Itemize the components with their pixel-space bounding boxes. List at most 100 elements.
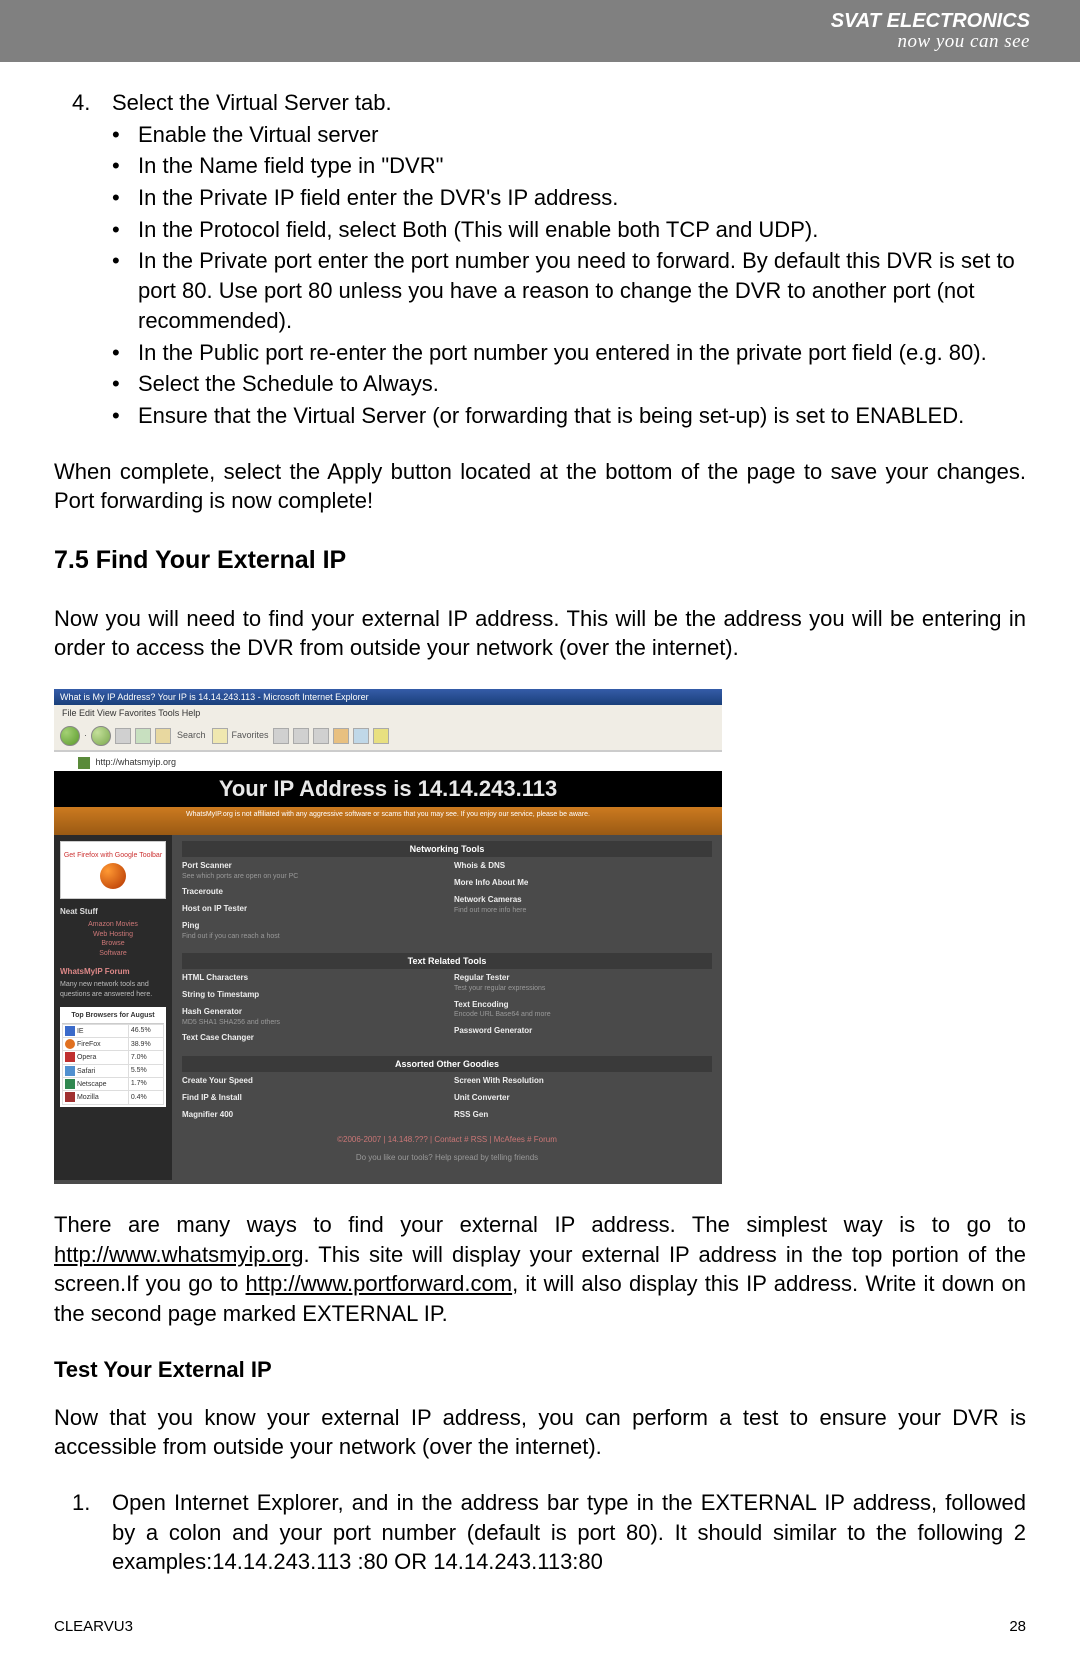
test-paragraph: Now that you know your external IP addre…: [54, 1403, 1026, 1462]
browser-stats-box: Top Browsers for August IE46.5% FireFox3…: [60, 1007, 166, 1106]
ip-banner: Your IP Address is 14.14.243.113: [54, 771, 722, 807]
firefox-promo: Get Firefox with Google Toolbar: [60, 841, 166, 899]
tool-item: HTML Characters: [182, 973, 440, 984]
toolbar-icon: [293, 728, 309, 744]
brand-name: SVAT ELECTRONICS: [831, 11, 1030, 32]
cell: 5.5%: [128, 1064, 163, 1077]
tool-item: Regular TesterTest your regular expressi…: [454, 973, 712, 993]
cell: 46.5%: [128, 1024, 163, 1037]
tool-title: Ping: [182, 921, 440, 932]
step4-bullets: Enable the Virtual server In the Name fi…: [54, 120, 1026, 431]
sidebar-forum-title: WhatsMyIP Forum: [60, 967, 166, 978]
tool-title: Screen With Resolution: [454, 1076, 712, 1087]
favorites-icon: [212, 728, 228, 744]
stop-icon: [115, 728, 131, 744]
tool-item: Password Generator: [454, 1026, 712, 1037]
table-row: Safari 5.5%: [63, 1064, 164, 1077]
col-right: Screen With Resolution Unit Converter RS…: [454, 1076, 712, 1126]
tool-item: Unit Converter: [454, 1093, 712, 1104]
tool-item: Create Your Speed: [182, 1076, 440, 1087]
page-header: SVAT ELECTRONICS now you can see: [0, 0, 1080, 62]
tool-desc: Find out if you can reach a host: [182, 932, 440, 941]
safari-icon: [65, 1066, 75, 1076]
tool-title: Network Cameras: [454, 895, 712, 906]
ip-subbanner: WhatsMyIP.org is not affiliated with any…: [54, 807, 722, 835]
toolbar-dash: ·: [84, 729, 87, 741]
ip-banner-ip: 14.14.243.113: [418, 776, 557, 801]
screenshot-main: Networking Tools Port ScannerSee which p…: [172, 835, 722, 1180]
tool-title: String to Timestamp: [182, 990, 440, 1001]
tool-item: Host on IP Tester: [182, 904, 440, 915]
screenshot-sidebar: Get Firefox with Google Toolbar Neat Stu…: [54, 835, 172, 1180]
browser-stats-table: IE 46.5% FireFox38.9% Opera7.0% Safari 5.5…: [62, 1024, 164, 1105]
tool-title: Unit Converter: [454, 1093, 712, 1104]
toolbar-icon: [273, 728, 289, 744]
brand-block: SVAT ELECTRONICS now you can see: [831, 11, 1030, 52]
ways-paragraph: There are many ways to find your externa…: [54, 1210, 1026, 1329]
section-networking: Networking Tools: [182, 841, 712, 857]
tool-title: Find IP & Install: [182, 1093, 440, 1104]
home-icon: [155, 728, 171, 744]
tool-desc: Find out more info here: [454, 906, 712, 915]
tool-item: Text Case Changer: [182, 1033, 440, 1044]
whatsmyip-link[interactable]: http://www.whatsmyip.org: [54, 1242, 303, 1267]
table-row: FireFox38.9%: [63, 1038, 164, 1051]
tool-item: Screen With Resolution: [454, 1076, 712, 1087]
tool-desc: See which ports are open on your PC: [182, 872, 440, 881]
step4-list: 4. Select the Virtual Server tab.: [54, 88, 1026, 118]
firefox-promo-text: Get Firefox with Google Toolbar: [64, 851, 162, 860]
test-step1: 1. Open Internet Explorer, and in the ad…: [54, 1488, 1026, 1577]
tool-item: Port ScannerSee which ports are open on …: [182, 861, 440, 881]
tool-title: RSS Gen: [454, 1110, 712, 1121]
section-7-5-intro: Now you will need to find your external …: [54, 604, 1026, 663]
tool-item: Network CamerasFind out more info here: [454, 895, 712, 915]
tool-item: Whois & DNS: [454, 861, 712, 872]
cell: Netscape: [77, 1081, 107, 1088]
ip-screenshot: What is My IP Address? Your IP is 14.14.…: [54, 689, 722, 1184]
tool-desc: MD5 SHA1 SHA256 and others: [182, 1018, 440, 1027]
tool-item: String to Timestamp: [182, 990, 440, 1001]
list-item: Select the Schedule to Always.: [54, 369, 1026, 399]
browser-toolbar: · Search Favorites: [54, 721, 722, 751]
section-goodies: Assorted Other Goodies: [182, 1056, 712, 1072]
section-7-5-title: 7.5 Find Your External IP: [54, 544, 1026, 578]
portforward-link[interactable]: http://www.portforward.com: [246, 1271, 513, 1296]
cell: Opera: [77, 1054, 96, 1061]
tool-desc: Test your regular expressions: [454, 984, 712, 993]
list-item: In the Public port re-enter the port num…: [54, 338, 1026, 368]
list-item: In the Protocol field, select Both (This…: [54, 215, 1026, 245]
tool-title: Port Scanner: [182, 861, 440, 872]
sidebar-item: Software: [60, 949, 166, 959]
cell: FireFox: [77, 1041, 101, 1048]
step4-text: Select the Virtual Server tab.: [112, 90, 392, 115]
cell: Safari: [77, 1068, 95, 1075]
firefox-icon: [100, 863, 126, 889]
tool-item: Magnifier 400: [182, 1110, 440, 1121]
table-row: Netscape1.7%: [63, 1078, 164, 1091]
section-text: Text Related Tools: [182, 953, 712, 969]
tool-item: More Info About Me: [454, 878, 712, 889]
tool-title: Whois & DNS: [454, 861, 712, 872]
list-item: In the Private IP field enter the DVR's …: [54, 183, 1026, 213]
cell: IE: [77, 1028, 84, 1035]
page-footer: CLEARVU3 28: [54, 1617, 1026, 1637]
mozilla-icon: [65, 1092, 75, 1102]
section-cols: Create Your Speed Find IP & Install Magn…: [182, 1076, 712, 1126]
tool-item: RSS Gen: [454, 1110, 712, 1121]
col-left: HTML Characters String to Timestamp Hash…: [182, 973, 440, 1050]
tool-title: Magnifier 400: [182, 1110, 440, 1121]
tool-title: Host on IP Tester: [182, 904, 440, 915]
step4-number: 4.: [72, 88, 90, 118]
screenshot-footer1: ©2006-2007 | 14.148.??? | Contact # RSS …: [182, 1135, 712, 1146]
sidebar-neat-title: Neat Stuff: [60, 907, 166, 918]
tool-title: Hash Generator: [182, 1007, 440, 1018]
test-steps: 1. Open Internet Explorer, and in the ad…: [54, 1488, 1026, 1577]
tool-title: HTML Characters: [182, 973, 440, 984]
browser-titlebar: What is My IP Address? Your IP is 14.14.…: [54, 689, 722, 705]
toolbar-icon: [373, 728, 389, 744]
col-left: Port ScannerSee which ports are open on …: [182, 861, 440, 947]
sidebar-item: Browse: [60, 939, 166, 949]
table-row: Opera7.0%: [63, 1051, 164, 1064]
table-row: IE 46.5%: [63, 1024, 164, 1037]
step4: 4. Select the Virtual Server tab.: [54, 88, 1026, 118]
